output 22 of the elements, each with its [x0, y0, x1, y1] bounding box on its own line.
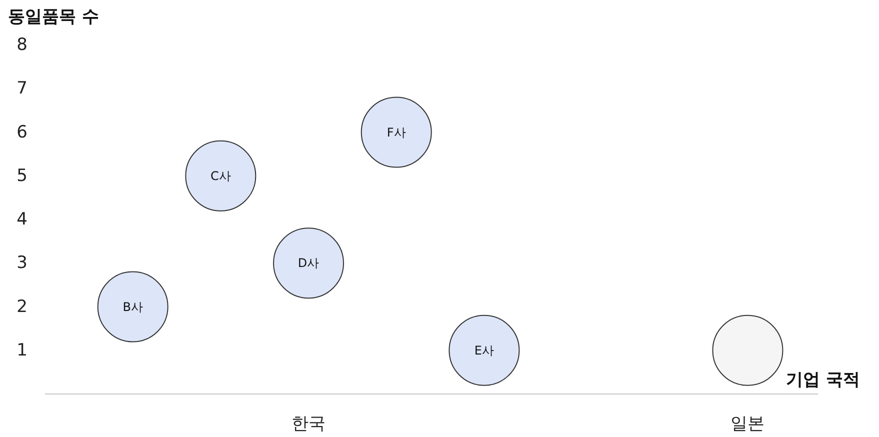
- y-tick-label: 6: [16, 122, 28, 142]
- series-label: D사: [298, 256, 320, 270]
- x-tick-label: 한국: [292, 414, 326, 434]
- y-tick-label: 3: [16, 253, 28, 274]
- x-tick-label: 일본: [730, 414, 765, 434]
- y-tick-label: 4: [16, 210, 28, 230]
- point: [448, 314, 520, 386]
- point: [185, 140, 256, 212]
- point: [273, 228, 344, 299]
- y-tick-label: 5: [16, 166, 28, 186]
- x-axis-title: 기업 국적: [786, 370, 860, 390]
- series-label: E사: [474, 343, 494, 358]
- series-label: B사: [122, 300, 143, 314]
- series-label: F사: [386, 125, 406, 140]
- y-axis-title: 동일품목 수: [8, 7, 99, 27]
- point: [97, 271, 168, 342]
- y-tick-label: 7: [16, 78, 28, 99]
- y-tick-label: 2: [16, 296, 28, 317]
- y-tick-label: 8: [16, 35, 28, 55]
- point: [360, 96, 432, 168]
- y-tick-label: 1: [16, 340, 28, 360]
- series-label: C사: [210, 168, 231, 183]
